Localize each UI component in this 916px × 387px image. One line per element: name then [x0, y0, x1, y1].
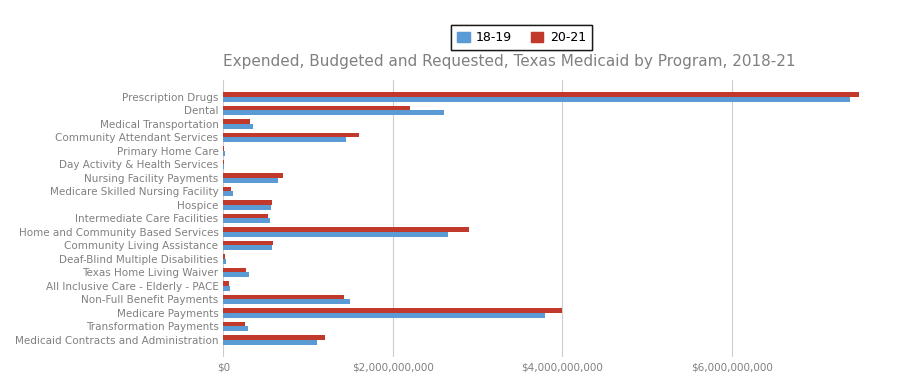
- Bar: [224, 205, 271, 210]
- Bar: [224, 322, 245, 326]
- Bar: [224, 299, 351, 304]
- Bar: [224, 106, 409, 110]
- Bar: [224, 192, 233, 196]
- Bar: [224, 232, 448, 236]
- Bar: [224, 259, 226, 264]
- Bar: [224, 119, 250, 124]
- Bar: [224, 200, 272, 205]
- Bar: [224, 340, 317, 344]
- Bar: [224, 218, 270, 223]
- Bar: [224, 137, 346, 142]
- Bar: [224, 110, 443, 115]
- Bar: [224, 227, 469, 232]
- Bar: [224, 281, 229, 286]
- Bar: [224, 241, 273, 245]
- Bar: [224, 326, 248, 331]
- Text: Expended, Budgeted and Requested, Texas Medicaid by Program, 2018-21: Expended, Budgeted and Requested, Texas …: [224, 54, 796, 69]
- Bar: [224, 187, 231, 192]
- Bar: [224, 133, 359, 137]
- Bar: [224, 245, 272, 250]
- Bar: [224, 173, 283, 178]
- Bar: [224, 92, 858, 97]
- Legend: 18-19, 20-21: 18-19, 20-21: [451, 25, 592, 50]
- Bar: [224, 308, 562, 313]
- Bar: [224, 286, 230, 291]
- Bar: [224, 295, 344, 299]
- Bar: [224, 272, 249, 277]
- Bar: [224, 124, 253, 128]
- Bar: [224, 97, 850, 102]
- Bar: [224, 313, 545, 318]
- Bar: [224, 254, 225, 259]
- Bar: [224, 214, 268, 218]
- Bar: [224, 268, 246, 272]
- Bar: [224, 178, 278, 183]
- Bar: [224, 335, 325, 340]
